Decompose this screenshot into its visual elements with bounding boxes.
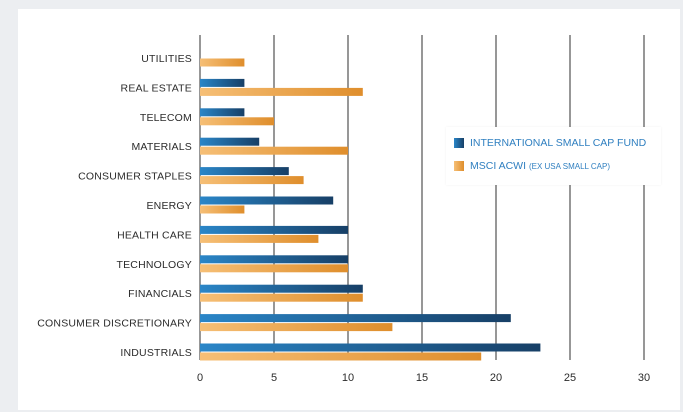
- category-label-energy: ENERGY: [146, 200, 192, 212]
- category-label-real-estate: REAL ESTATE: [121, 82, 192, 94]
- x-tick-label-0: 0: [197, 372, 203, 384]
- legend-label-benchmark: MSCI ACWI (EX USA SMALL CAP): [470, 160, 610, 172]
- bar-benchmark-technology: [200, 264, 348, 273]
- bar-benchmark-financials: [200, 293, 363, 302]
- legend-benchmark-note: (EX USA SMALL CAP): [528, 162, 610, 171]
- bar-benchmark-energy: [200, 205, 245, 214]
- x-tick-label-10: 10: [342, 372, 354, 384]
- bar-benchmark-utilities: [200, 58, 245, 67]
- bar-fund-consumer-discretionary: [200, 314, 511, 323]
- bar-fund-technology: [200, 255, 348, 264]
- x-tick-label-20: 20: [490, 372, 502, 384]
- category-label-consumer-staples: CONSUMER STAPLES: [78, 171, 192, 183]
- chart-legend: INTERNATIONAL SMALL CAP FUND MSCI ACWI (…: [446, 127, 661, 185]
- bar-benchmark-consumer-staples: [200, 176, 304, 185]
- x-axis-ticks: 0 5 10 15 20 25 30: [197, 372, 650, 384]
- bar-fund-industrials: [200, 343, 541, 352]
- category-label-health-care: HEALTH CARE: [117, 229, 192, 241]
- legend-item-benchmark: MSCI ACWI (EX USA SMALL CAP): [454, 160, 610, 172]
- bar-fund-financials: [200, 284, 363, 293]
- legend-swatch-fund: [454, 138, 464, 148]
- bar-benchmark-materials: [200, 146, 348, 155]
- bar-fund-materials: [200, 137, 260, 146]
- bar-benchmark-industrials: [200, 352, 482, 361]
- category-label-industrials: INDUSTRIALS: [120, 347, 192, 359]
- category-label-technology: TECHNOLOGY: [116, 259, 192, 271]
- chart-panel: UTILITIES REAL ESTATE TELECOM MATERIALS CONS…: [18, 9, 680, 410]
- x-tick-label-5: 5: [271, 372, 277, 384]
- bar-fund-energy: [200, 196, 334, 205]
- bar-fund-telecom: [200, 108, 245, 117]
- bar-fund-health-care: [200, 225, 348, 234]
- category-label-telecom: TELECOM: [140, 112, 192, 124]
- bars: [200, 58, 541, 361]
- bar-benchmark-consumer-discretionary: [200, 323, 393, 332]
- legend-swatch-benchmark: [454, 161, 464, 171]
- bar-benchmark-telecom: [200, 117, 274, 126]
- bar-fund-consumer-staples: [200, 167, 289, 176]
- category-label-utilities: UTILITIES: [141, 53, 192, 65]
- x-tick-label-30: 30: [638, 372, 650, 384]
- x-tick-label-25: 25: [564, 372, 576, 384]
- category-label-materials: MATERIALS: [131, 141, 192, 153]
- legend-item-fund: INTERNATIONAL SMALL CAP FUND: [454, 137, 646, 149]
- category-labels: UTILITIES REAL ESTATE TELECOM MATERIALS CONS…: [37, 53, 192, 359]
- bar-benchmark-health-care: [200, 234, 319, 243]
- category-label-consumer-discretionary: CONSUMER DISCRETIONARY: [37, 318, 192, 330]
- sector-bar-chart: UTILITIES REAL ESTATE TELECOM MATERIALS CONS…: [37, 35, 650, 384]
- x-tick-label-15: 15: [416, 372, 428, 384]
- legend-label-fund: INTERNATIONAL SMALL CAP FUND: [470, 137, 647, 149]
- bar-fund-real-estate: [200, 78, 245, 87]
- legend-benchmark-name: MSCI ACWI: [470, 160, 527, 172]
- category-label-financials: FINANCIALS: [128, 288, 192, 300]
- bar-benchmark-real-estate: [200, 87, 363, 96]
